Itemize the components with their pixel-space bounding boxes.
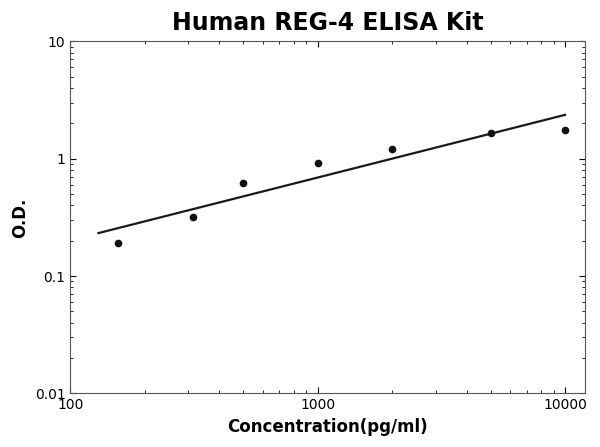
Point (313, 159, 322, 166)
Point (486, 130, 496, 137)
Title: Human REG-4 ELISA Kit: Human REG-4 ELISA Kit (172, 11, 483, 35)
Point (238, 179, 248, 186)
Point (560, 127, 570, 134)
Point (113, 240, 123, 247)
X-axis label: Concentration(pg/ml): Concentration(pg/ml) (227, 418, 428, 436)
Y-axis label: O.D.: O.D. (11, 197, 29, 237)
Point (188, 213, 197, 220)
Point (388, 146, 397, 153)
